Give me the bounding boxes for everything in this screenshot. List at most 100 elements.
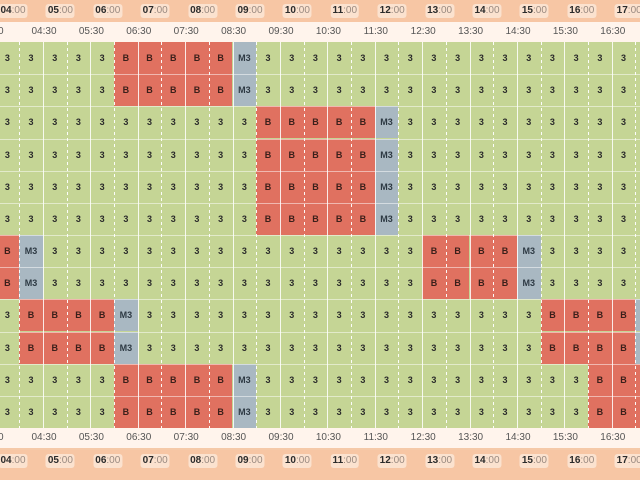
shift-cell[interactable]: 3 [327,235,351,268]
shift-cell[interactable]: 3 [279,331,304,364]
shift-cell[interactable]: B [327,138,351,171]
shift-cell[interactable]: 3 [185,331,209,364]
shift-cell[interactable]: M3 [516,235,541,268]
shift-cell[interactable]: 3 [42,42,67,75]
shift-cell[interactable]: 3 [66,106,91,139]
shift-cell[interactable]: 3 [42,235,67,268]
shift-cell[interactable]: 3 [540,395,565,428]
shift-cell[interactable]: 3 [398,138,423,171]
shift-cell[interactable]: M3 [232,395,257,428]
shift-cell[interactable]: 3 [256,363,280,396]
shift-cell[interactable]: B [422,267,446,300]
shift-cell[interactable]: 3 [137,202,162,235]
shift-cell[interactable]: B [493,267,517,300]
shift-cell[interactable]: B [303,106,328,139]
shift-cell[interactable]: 3 [351,363,375,396]
shift-cell[interactable]: 3 [208,138,233,171]
shift-cell[interactable]: 3 [327,267,351,300]
shift-cell[interactable]: B [0,235,20,268]
shift-cell[interactable]: 3 [114,138,138,171]
shift-cell[interactable]: 3 [303,363,328,396]
shift-cell[interactable]: 3 [564,363,588,396]
shift-cell[interactable]: B [114,42,138,75]
shift-cell[interactable]: 3 [256,299,280,332]
shift-cell[interactable]: B [114,74,138,107]
shift-cell[interactable]: B [564,299,588,332]
shift-cell[interactable]: 3 [161,299,186,332]
shift-cell[interactable]: 3 [208,299,233,332]
shift-cell[interactable]: 3 [0,331,20,364]
shift-cell[interactable]: B [279,138,304,171]
shift-cell[interactable]: 3 [445,170,470,203]
shift-cell[interactable]: 3 [42,138,67,171]
shift-cell[interactable]: 3 [0,299,20,332]
shift-cell[interactable]: 3 [516,106,541,139]
shift-cell[interactable]: 3 [398,74,423,107]
shift-cell[interactable]: 3 [161,106,186,139]
shift-cell[interactable]: 3 [635,267,640,300]
shift-cell[interactable]: 3 [374,299,399,332]
shift-cell[interactable]: B [208,42,233,75]
shift-cell[interactable]: B [327,170,351,203]
shift-cell[interactable]: 3 [42,202,67,235]
shift-cell[interactable]: 3 [303,395,328,428]
shift-cell[interactable]: 3 [161,331,186,364]
shift-cell[interactable]: 3 [351,235,375,268]
shift-cell[interactable]: B [137,363,162,396]
shift-cell[interactable]: B [327,202,351,235]
shift-cell[interactable]: B [19,299,43,332]
shift-cell[interactable]: 3 [208,235,233,268]
shift-cell[interactable]: 3 [42,363,67,396]
shift-cell[interactable]: 3 [540,106,565,139]
shift-cell[interactable]: 3 [611,106,636,139]
shift-cell[interactable]: 3 [564,138,588,171]
shift-cell[interactable]: 3 [232,138,257,171]
shift-cell[interactable]: B [42,299,67,332]
shift-cell[interactable]: 3 [469,138,494,171]
shift-cell[interactable]: 3 [0,106,20,139]
shift-cell[interactable]: 3 [588,138,612,171]
shift-cell[interactable]: 3 [66,235,91,268]
shift-cell[interactable]: 3 [256,42,280,75]
shift-cell[interactable]: 3 [90,202,114,235]
shift-cell[interactable]: 3 [161,267,186,300]
shift-cell[interactable]: B [635,395,640,428]
shift-cell[interactable]: 3 [279,363,304,396]
shift-cell[interactable]: B [0,267,20,300]
shift-cell[interactable]: 3 [208,106,233,139]
shift-cell[interactable]: 3 [303,74,328,107]
shift-cell[interactable]: 3 [232,202,257,235]
shift-cell[interactable]: B [611,395,636,428]
shift-cell[interactable]: 3 [493,395,517,428]
shift-cell[interactable]: 3 [611,202,636,235]
shift-cell[interactable]: B [42,331,67,364]
shift-cell[interactable]: 3 [398,235,423,268]
shift-cell[interactable]: 3 [445,42,470,75]
shift-cell[interactable]: 3 [611,267,636,300]
shift-cell[interactable]: 3 [351,395,375,428]
shift-cell[interactable]: 3 [635,235,640,268]
shift-cell[interactable]: 3 [516,170,541,203]
shift-cell[interactable]: 3 [303,42,328,75]
shift-cell[interactable]: 3 [516,202,541,235]
shift-cell[interactable]: 3 [256,331,280,364]
shift-cell[interactable]: B [137,395,162,428]
shift-cell[interactable]: 3 [493,299,517,332]
shift-cell[interactable]: 3 [19,106,43,139]
shift-cell[interactable]: 3 [327,363,351,396]
shift-cell[interactable]: B [564,331,588,364]
shift-cell[interactable]: 3 [137,267,162,300]
shift-cell[interactable]: B [422,235,446,268]
shift-cell[interactable]: 3 [635,202,640,235]
shift-cell[interactable]: 3 [303,299,328,332]
shift-cell[interactable]: 3 [516,42,541,75]
shift-cell[interactable]: B [137,74,162,107]
shift-cell[interactable]: B [611,331,636,364]
shift-cell[interactable]: B [588,395,612,428]
shift-cell[interactable]: 3 [114,106,138,139]
shift-cell[interactable]: B [540,331,565,364]
shift-cell[interactable]: B [256,106,280,139]
shift-cell[interactable]: 3 [422,74,446,107]
shift-cell[interactable]: 3 [114,170,138,203]
shift-cell[interactable]: 3 [208,202,233,235]
